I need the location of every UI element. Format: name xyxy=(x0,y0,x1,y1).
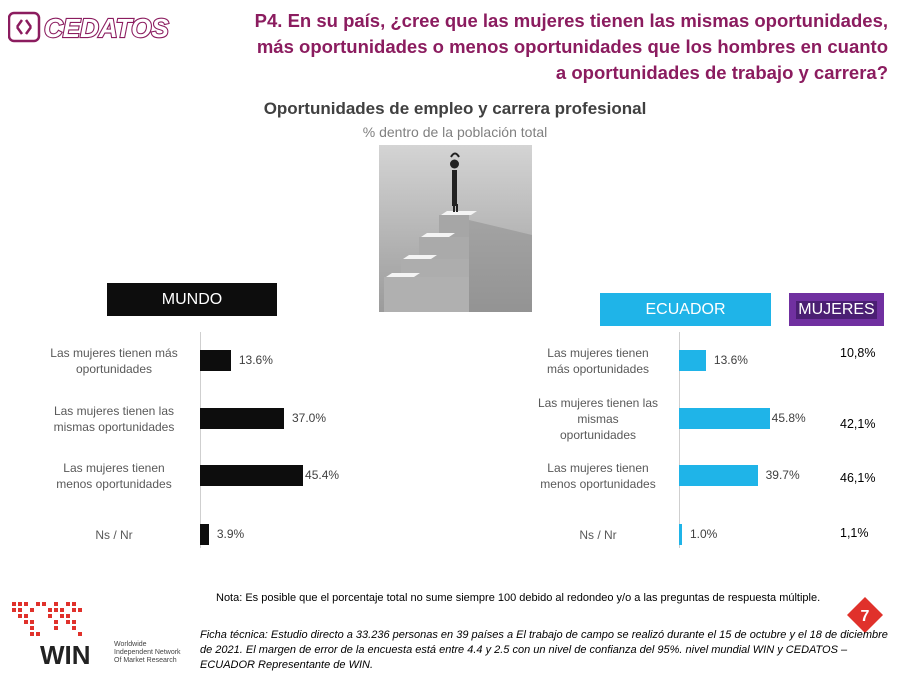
ecuador-bar xyxy=(679,465,758,486)
ecuador-category-label: Las mujeres tienen menos oportunidades xyxy=(527,460,669,492)
chart-subtitle: % dentro de la población total xyxy=(362,124,548,140)
win-tagline: Worldwide xyxy=(114,641,147,648)
mundo-value-label: 13.6% xyxy=(238,353,273,367)
mundo-value-label: 3.9% xyxy=(216,527,245,541)
stairs-illustration xyxy=(379,145,532,312)
mundo-category-line: mismas oportunidades xyxy=(53,419,175,434)
mujeres-header: MUJERES xyxy=(789,293,884,326)
ecuador-category-line: Las mujeres tienen xyxy=(547,345,649,360)
win-logo: WIN Worldwide Independent Network Of Mar… xyxy=(12,602,181,670)
ecuador-axis-line xyxy=(679,332,680,548)
mujeres-header-text: MUJERES xyxy=(796,300,877,319)
mundo-bar xyxy=(200,465,304,486)
question-text: P4. En su país, ¿cree que las mujeres ti… xyxy=(210,8,888,86)
mundo-category-label: Las mujeres tienen las mismas oportunidad… xyxy=(40,403,188,435)
ecuador-category-line: oportunidades xyxy=(559,427,637,442)
footnote: Nota: Es posible que el porcentaje total… xyxy=(216,592,821,604)
win-tagline: Independent Network xyxy=(114,649,181,656)
ecuador-bar xyxy=(679,524,682,545)
ecuador-value-label: 1.0% xyxy=(690,527,718,541)
mundo-category-line: menos oportunidades xyxy=(56,476,172,491)
mundo-header: MUNDO xyxy=(107,283,277,316)
mundo-category-line: Las mujeres tienen más xyxy=(50,345,178,360)
question-line: más oportunidades o menos oportunidades … xyxy=(256,36,888,57)
ecuador-value-label: 45.8% xyxy=(771,411,806,425)
page-number: 7 xyxy=(861,608,870,625)
mundo-category-line: Las mujeres tienen las xyxy=(53,403,175,418)
mundo-bar xyxy=(200,350,231,371)
mundo-category-label: Las mujeres tienen más oportunidades xyxy=(40,345,188,377)
win-word: WIN xyxy=(40,640,91,670)
mundo-category-line: Las mujeres tienen xyxy=(63,460,165,475)
mujeres-value: 1,1% xyxy=(840,526,869,540)
mundo-category-label: Ns / Nr xyxy=(40,527,188,543)
cedatos-logo: CEDATOS xyxy=(8,11,170,44)
ecuador-category-line: más oportunidades xyxy=(546,361,650,376)
mundo-category-line: Ns / Nr xyxy=(95,527,133,542)
ecuador-value-label: 13.6% xyxy=(713,353,748,367)
ecuador-category-label: Las mujeres tienen más oportunidades xyxy=(527,345,669,377)
mundo-axis-line xyxy=(200,332,201,548)
mundo-value-label: 45.4% xyxy=(305,468,340,482)
ecuador-bar xyxy=(679,350,706,371)
mundo-bar xyxy=(200,524,209,545)
ecuador-category-line: Ns / Nr xyxy=(579,527,617,542)
win-tagline: Of Market Research xyxy=(114,657,177,664)
ecuador-category-line: menos oportunidades xyxy=(540,476,656,491)
ecuador-category-label: Las mujeres tienen las mismas oportunidade… xyxy=(527,395,669,443)
question-line: P4. En su país, ¿cree que las mujeres ti… xyxy=(254,10,888,31)
logo-text: CEDATOS xyxy=(44,13,169,43)
mujeres-value: 10,8% xyxy=(840,346,876,360)
question-line: a oportunidades de trabajo y carrera? xyxy=(555,62,888,83)
ecuador-header: ECUADOR xyxy=(600,293,771,326)
ecuador-category-label: Ns / Nr xyxy=(527,527,669,543)
mundo-category-line: oportunidades xyxy=(75,361,153,376)
ecuador-bar xyxy=(679,408,770,429)
mundo-value-label: 37.0% xyxy=(291,411,327,425)
chart-title: Oportunidades de empleo y carrera profes… xyxy=(263,99,647,118)
technical-sheet: Ficha técnica: Estudio directo a 33.236 … xyxy=(200,629,888,671)
ecuador-category-line: Las mujeres tienen xyxy=(547,460,649,475)
ecuador-value-label: 39.7% xyxy=(765,468,800,482)
mujeres-value: 46,1% xyxy=(840,471,876,485)
ecuador-category-line: mismas xyxy=(577,411,619,426)
mundo-category-label: Las mujeres tienen menos oportunidades xyxy=(40,460,188,492)
mujeres-value: 42,1% xyxy=(840,417,876,431)
ecuador-category-line: Las mujeres tienen las xyxy=(537,395,659,410)
mundo-bar xyxy=(200,408,284,429)
page-number-badge: 7 xyxy=(847,597,883,633)
